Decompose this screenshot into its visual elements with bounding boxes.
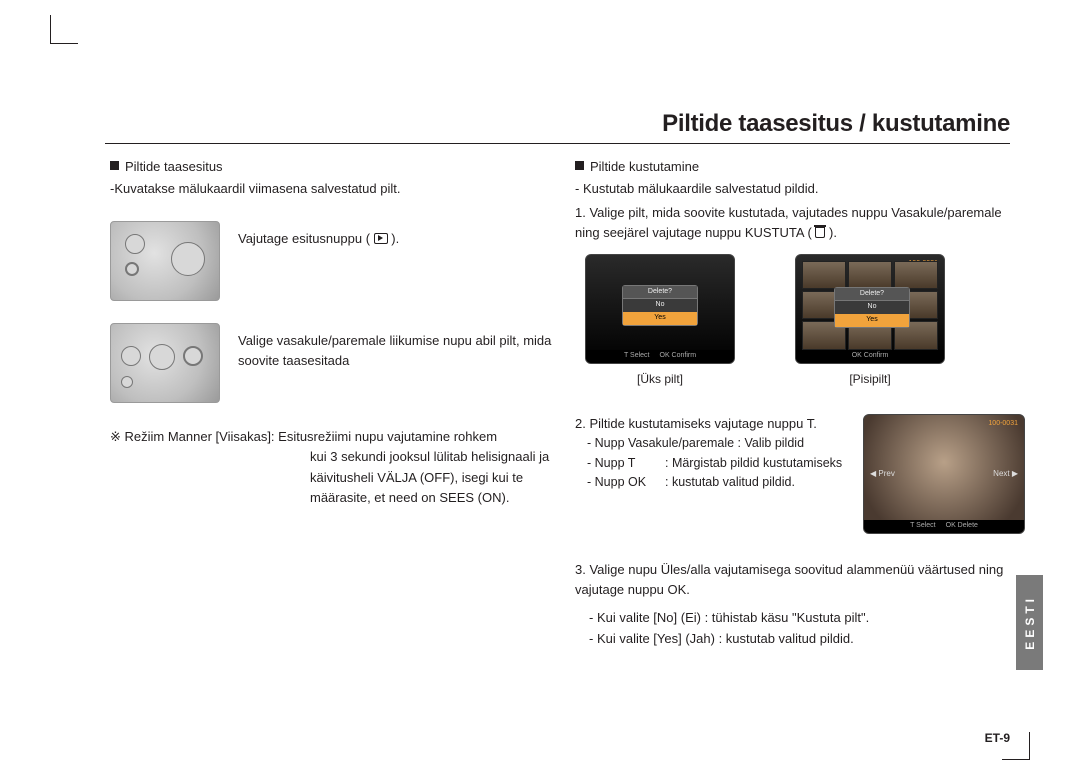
kv-ok: - Nupp OK: kustutab valitud pildid.	[575, 473, 847, 492]
delete-subtext: - Kustutab mälukaardile salvestatud pild…	[575, 179, 1025, 199]
heading-text: Piltide taasesitus	[125, 159, 223, 174]
caption-thumb: [Pisipilt]	[795, 370, 945, 389]
thumb	[894, 261, 938, 289]
status-bar: T Select OK Delete	[864, 520, 1024, 533]
heading-text: Piltide kustutamine	[590, 159, 699, 174]
delete-step1: 1. Valige pilt, mida soovite kustutada, …	[575, 203, 1025, 243]
button-circle	[171, 242, 205, 276]
page-number: ET-9	[985, 731, 1010, 745]
bullet-icon	[575, 161, 584, 170]
kv-key: - Nupp OK	[587, 473, 665, 492]
thumbnail-screenshot: 100-0031 Delete? No Yes OK Confirm	[795, 254, 945, 389]
step2-line: 2. Piltide kustutamiseks vajutage nuppu …	[575, 414, 847, 434]
text: Vajutage esitusnuppu (	[238, 231, 374, 246]
status-bar: T Select OK Confirm	[586, 350, 734, 363]
lcd-single: Delete? No Yes T Select OK Confirm	[585, 254, 735, 364]
button-circle	[149, 344, 175, 370]
bar-confirm: OK Confirm	[660, 351, 697, 362]
playback-subtext: -Kuvatakse mälukaardil viimasena salvest…	[110, 179, 560, 199]
playback-step1-text: Vajutage esitusnuppu ( ).	[238, 221, 560, 249]
title-rule	[105, 143, 1010, 144]
manner-mode-note: ※ Režiim Manner [Viisakas]: Esitusrežiim…	[110, 427, 560, 508]
single-image-screenshot: Delete? No Yes T Select OK Confirm [Üks …	[585, 254, 735, 389]
dpad-highlight	[183, 346, 203, 366]
button-circle	[121, 346, 141, 366]
answer-no: - Kui valite [No] (Ei) : tühistab käsu "…	[575, 608, 1025, 628]
camera-back-illustration-2	[110, 323, 220, 403]
kv-val: : kustutab valitud pildid.	[665, 475, 795, 489]
dialog-title: Delete?	[623, 286, 697, 300]
button-circle	[125, 234, 145, 254]
bar-select: T Select	[624, 351, 650, 362]
play-icon	[374, 233, 388, 244]
page-title: Piltide taasesitus / kustutamine	[662, 110, 1010, 138]
text: ).	[388, 231, 400, 246]
thumb	[802, 261, 846, 289]
crop-mark	[1029, 732, 1030, 760]
answer-yes: - Kui valite [Yes] (Jah) : kustutab vali…	[575, 629, 1025, 649]
crop-mark	[1002, 759, 1030, 760]
manual-page: Piltide taasesitus / kustutamine Piltide…	[55, 15, 1040, 755]
bar-delete: OK Delete	[946, 521, 978, 532]
language-tab-label: EESTI	[1023, 595, 1037, 650]
screenshot-row: Delete? No Yes T Select OK Confirm [Üks …	[585, 254, 1025, 389]
bullet-icon	[110, 161, 119, 170]
crop-mark	[50, 15, 51, 43]
playback-step2-text: Valige vasakule/paremale liikumise nupu …	[238, 323, 560, 371]
step2-text: 2. Piltide kustutamiseks vajutage nuppu …	[575, 414, 847, 534]
playback-row-1: Vajutage esitusnuppu ( ).	[110, 221, 560, 301]
button-circle	[121, 376, 133, 388]
dialog-option-yes: Yes	[835, 314, 909, 327]
delete-dialog: Delete? No Yes	[622, 285, 698, 327]
status-bar: OK Confirm	[796, 350, 944, 363]
note-line1: ※ Režiim Manner [Viisakas]: Esitusrežiim…	[110, 429, 497, 444]
crop-mark	[50, 43, 78, 44]
camera-back-illustration-1	[110, 221, 220, 301]
prev-label: ◀ Prev	[870, 468, 895, 480]
language-tab: EESTI	[1016, 575, 1043, 670]
kv-val: : Märgistab pildid kustutamiseks	[665, 456, 842, 470]
dialog-option-no: No	[623, 299, 697, 312]
right-column: Piltide kustutamine - Kustutab mälukaard…	[575, 157, 1025, 649]
section-heading-playback: Piltide taasesitus	[110, 157, 560, 177]
text: ).	[825, 225, 837, 240]
text: 1. Valige pilt, mida soovite kustutada, …	[575, 205, 1002, 240]
image-counter: 100-0031	[988, 419, 1018, 430]
dialog-title: Delete?	[835, 288, 909, 302]
kv-key: - Nupp T	[587, 454, 665, 473]
kv-left-right: - Nupp Vasakule/paremale : Valib pildid	[575, 434, 847, 453]
lcd-thumbnails: 100-0031 Delete? No Yes OK Confirm	[795, 254, 945, 364]
dialog-option-no: No	[835, 301, 909, 314]
play-button-highlight	[125, 262, 139, 276]
bar-confirm: OK Confirm	[852, 351, 889, 362]
caption-single: [Üks pilt]	[585, 370, 735, 389]
kv-t: - Nupp T: Märgistab pildid kustutamiseks	[575, 454, 847, 473]
delete-dialog: Delete? No Yes	[834, 287, 910, 329]
thumb	[848, 261, 892, 289]
left-column: Piltide taasesitus -Kuvatakse mälukaardi…	[110, 157, 560, 508]
delete-step3: 3. Valige nupu Üles/alla vajutamisega so…	[575, 560, 1025, 600]
bar-select: T Select	[910, 521, 936, 532]
dialog-option-yes: Yes	[623, 312, 697, 325]
next-label: Next ▶	[993, 468, 1018, 480]
lcd-prev-next: 100-0031 ◀ Prev Next ▶ T Select OK Delet…	[863, 414, 1025, 534]
note-line2: kui 3 sekundi jooksul lülitab helisignaa…	[110, 447, 560, 507]
playback-row-2: Valige vasakule/paremale liikumise nupu …	[110, 323, 560, 403]
section-heading-delete: Piltide kustutamine	[575, 157, 1025, 177]
trash-icon	[815, 227, 825, 238]
delete-step2-block: 2. Piltide kustutamiseks vajutage nuppu …	[575, 414, 1025, 534]
